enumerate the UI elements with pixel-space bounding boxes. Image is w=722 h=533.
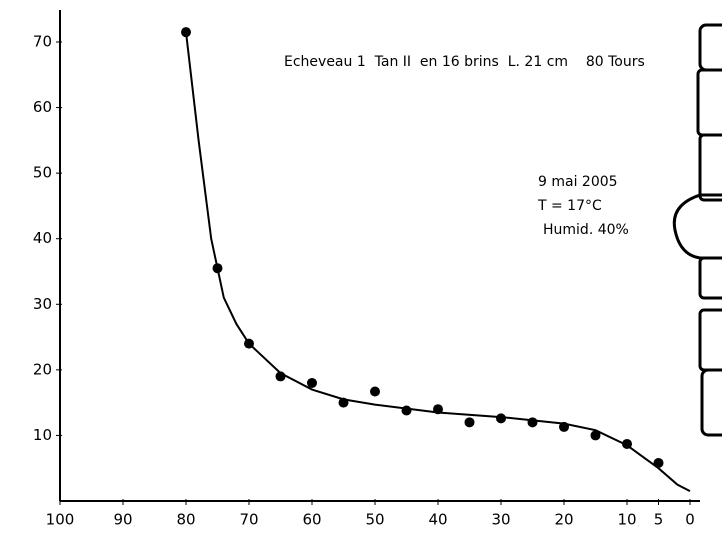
data-point xyxy=(433,404,443,415)
x-tick-label: 40 xyxy=(428,511,447,529)
annotation: Humid. 40% xyxy=(543,222,629,238)
x-tick-label: 20 xyxy=(554,511,573,529)
data-point xyxy=(590,430,601,441)
y-tick-label: 20 xyxy=(33,360,52,378)
data-point xyxy=(464,417,475,428)
data-point xyxy=(338,397,349,408)
y-tick-label: 50 xyxy=(33,164,52,182)
x-tick-label: 80 xyxy=(176,511,195,529)
x-tick-label: 70 xyxy=(239,511,258,529)
data-point xyxy=(401,405,412,416)
x-tick-label: 90 xyxy=(113,511,132,529)
data-point xyxy=(181,27,191,38)
data-point xyxy=(370,386,380,397)
y-tick-label: 60 xyxy=(33,98,52,116)
data-point xyxy=(527,417,538,428)
x-tick-label: 30 xyxy=(491,511,510,529)
y-tick-label: 30 xyxy=(33,295,52,313)
annotation: 9 mai 2005 xyxy=(538,174,618,190)
annotation: T = 17°C xyxy=(537,198,602,214)
data-point xyxy=(496,413,506,424)
x-tick-label: 60 xyxy=(302,511,321,529)
x-tick-label: 100 xyxy=(46,511,75,529)
x-tick-label: 10 xyxy=(617,511,636,529)
data-point xyxy=(559,421,569,432)
x-tick-label: 0 xyxy=(685,511,695,529)
fit-curve xyxy=(185,32,691,493)
x-tick-label: 50 xyxy=(365,511,384,529)
annotation: Echeveau 1 Tan II en 16 brins L. 21 cm 8… xyxy=(284,54,645,70)
x-tick-label: 5 xyxy=(654,511,664,529)
data-point xyxy=(307,377,317,388)
data-point xyxy=(275,371,286,382)
data-point xyxy=(622,438,632,449)
y-tick-label: 70 xyxy=(33,33,52,51)
side-sketch xyxy=(672,23,722,437)
data-point xyxy=(212,263,223,274)
data-point xyxy=(244,338,254,349)
y-tick-label: 10 xyxy=(33,426,52,444)
y-tick-label: 40 xyxy=(33,229,52,247)
data-point xyxy=(653,457,664,468)
